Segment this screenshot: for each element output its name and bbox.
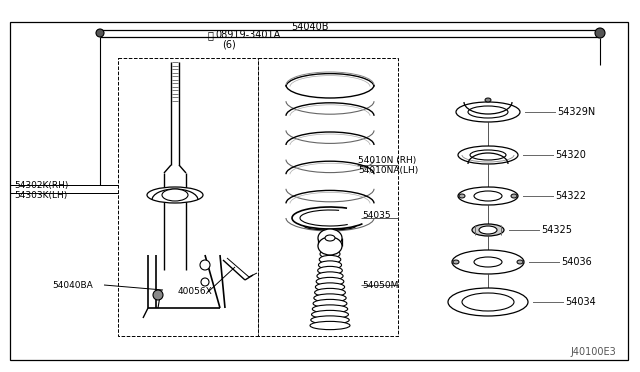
Text: 54050M: 54050M: [362, 280, 398, 289]
Ellipse shape: [474, 257, 502, 267]
Text: 54010N (RH): 54010N (RH): [358, 155, 416, 164]
Text: 54329N: 54329N: [557, 107, 595, 117]
Ellipse shape: [316, 278, 344, 286]
Text: 40056X: 40056X: [178, 288, 212, 296]
Text: 08919-3401A: 08919-3401A: [215, 30, 280, 40]
Ellipse shape: [314, 294, 346, 302]
Ellipse shape: [468, 106, 508, 118]
Ellipse shape: [312, 310, 348, 319]
Circle shape: [200, 260, 210, 270]
Ellipse shape: [313, 299, 347, 308]
Ellipse shape: [452, 250, 524, 274]
Text: 54303K(LH): 54303K(LH): [14, 190, 67, 199]
Ellipse shape: [474, 191, 502, 201]
Text: 54035: 54035: [362, 211, 390, 219]
Ellipse shape: [319, 255, 340, 264]
Ellipse shape: [317, 272, 343, 280]
Text: 54034: 54034: [565, 297, 596, 307]
Text: 54010NA(LH): 54010NA(LH): [358, 166, 419, 174]
Ellipse shape: [458, 146, 518, 164]
Ellipse shape: [317, 266, 342, 275]
Text: Ⓝ: Ⓝ: [208, 30, 214, 40]
Ellipse shape: [320, 250, 340, 258]
Text: 54302K(RH): 54302K(RH): [14, 180, 68, 189]
Ellipse shape: [316, 283, 344, 291]
Ellipse shape: [315, 288, 346, 296]
Text: 54322: 54322: [555, 191, 586, 201]
Ellipse shape: [456, 102, 520, 122]
Ellipse shape: [459, 194, 465, 198]
Circle shape: [201, 278, 209, 286]
Ellipse shape: [472, 224, 504, 236]
Text: J40100E3: J40100E3: [570, 347, 616, 357]
Ellipse shape: [162, 189, 188, 201]
Bar: [118, 58, 258, 336]
Ellipse shape: [318, 237, 342, 255]
Text: 54040B: 54040B: [291, 22, 329, 32]
Text: 54325: 54325: [541, 225, 572, 235]
Ellipse shape: [470, 150, 506, 160]
Ellipse shape: [318, 229, 342, 247]
Ellipse shape: [311, 316, 349, 324]
Circle shape: [96, 29, 104, 37]
Ellipse shape: [479, 226, 497, 234]
Ellipse shape: [325, 235, 335, 241]
Ellipse shape: [485, 98, 491, 102]
Ellipse shape: [448, 288, 528, 316]
Ellipse shape: [319, 261, 342, 269]
Text: (6): (6): [222, 39, 236, 49]
Circle shape: [595, 28, 605, 38]
Text: 54040BA: 54040BA: [52, 280, 93, 289]
Ellipse shape: [517, 260, 523, 264]
Circle shape: [153, 290, 163, 300]
Ellipse shape: [310, 321, 350, 330]
Bar: [258, 58, 398, 336]
Ellipse shape: [147, 187, 203, 203]
Ellipse shape: [462, 293, 514, 311]
Text: 54320: 54320: [555, 150, 586, 160]
Ellipse shape: [458, 187, 518, 205]
Ellipse shape: [511, 194, 517, 198]
Text: 54036: 54036: [561, 257, 592, 267]
Ellipse shape: [312, 305, 348, 313]
Ellipse shape: [453, 260, 459, 264]
